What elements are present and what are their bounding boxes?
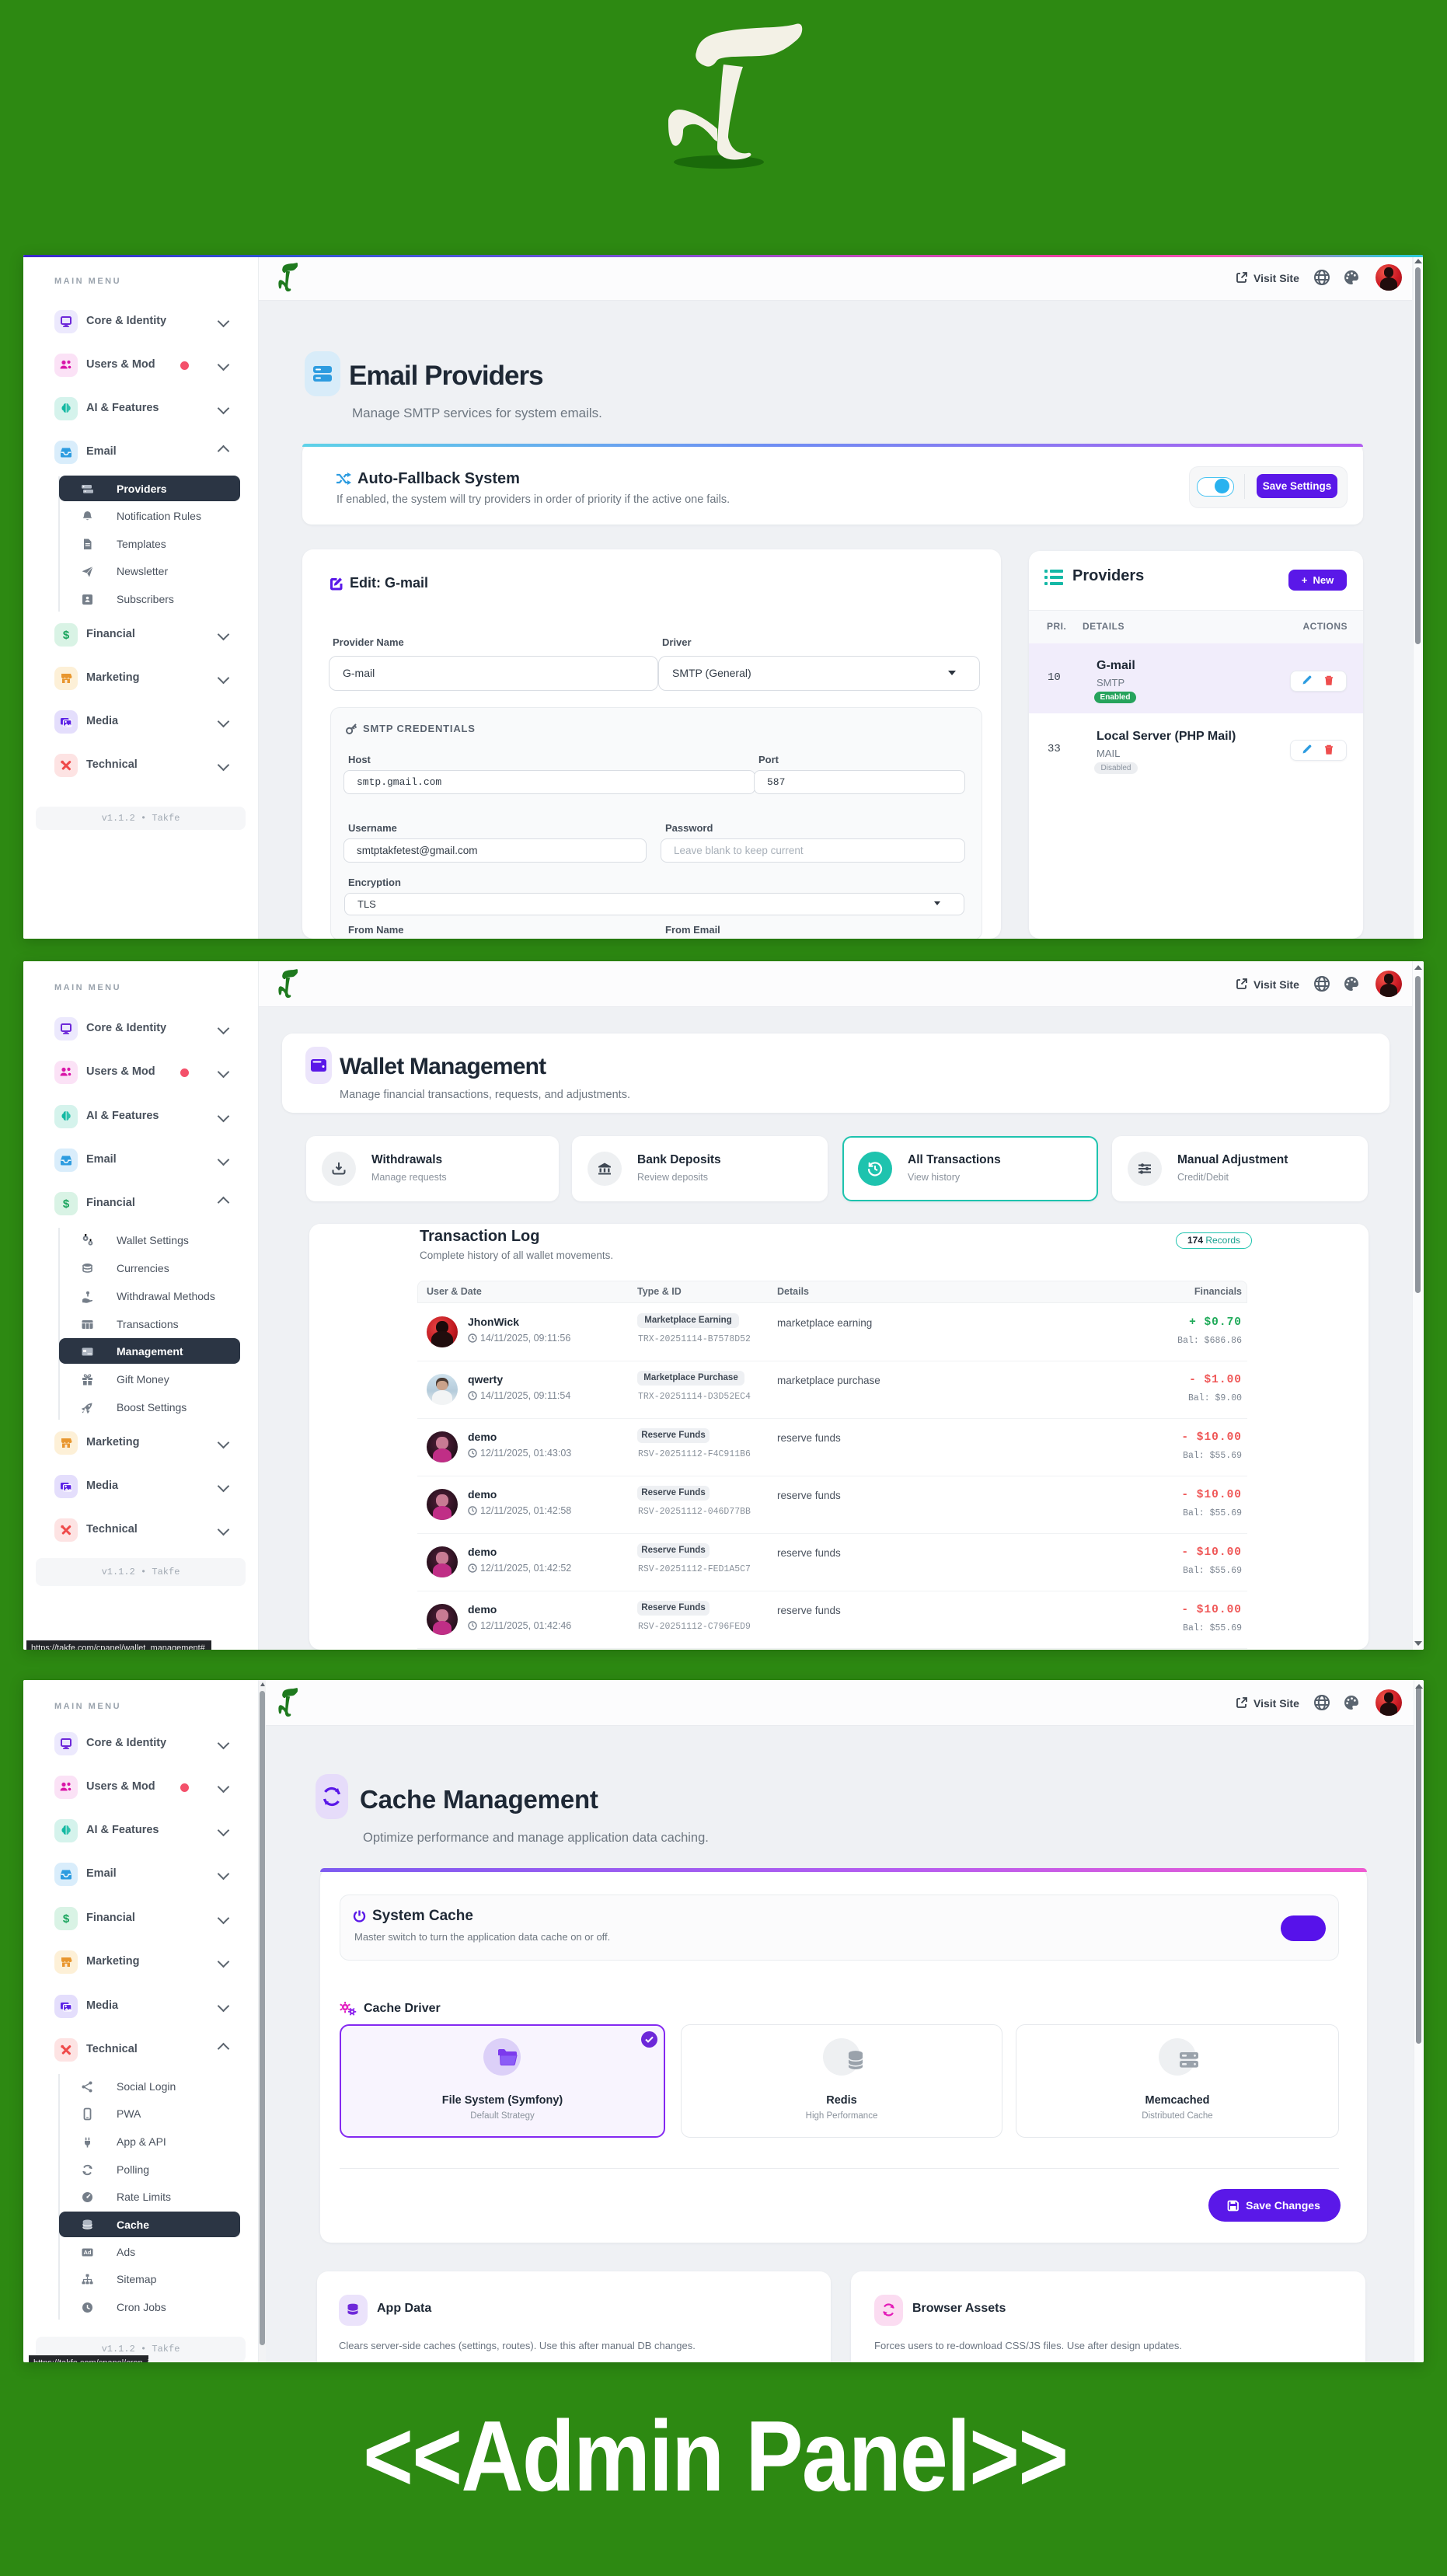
svg-text:Ad: Ad <box>84 2249 92 2256</box>
svg-text:$: $ <box>63 1912 70 1926</box>
svg-text:$: $ <box>63 1197 70 1211</box>
svg-text:$: $ <box>63 629 70 642</box>
